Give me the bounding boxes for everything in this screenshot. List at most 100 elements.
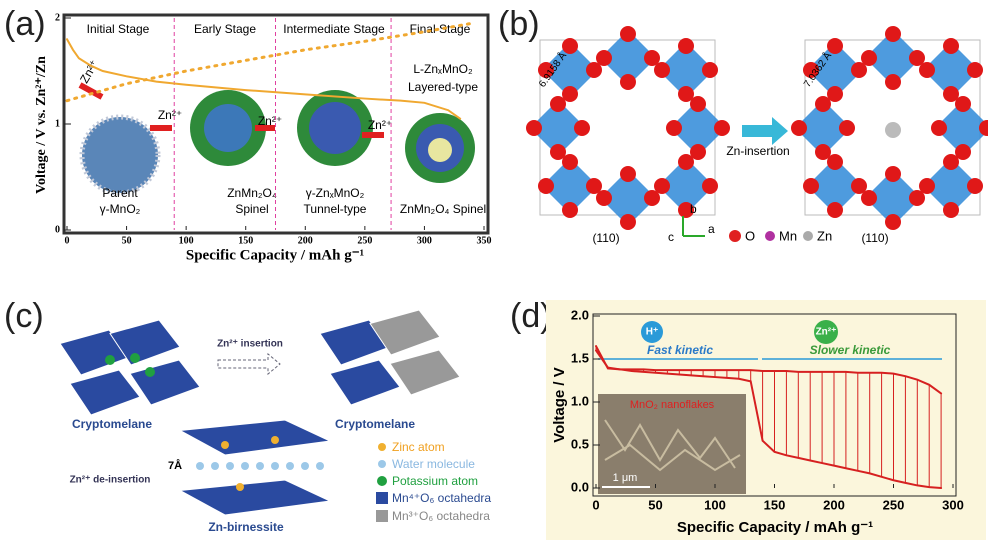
octahedron (658, 42, 714, 98)
oxygen (851, 178, 867, 194)
legend-marker (729, 230, 741, 242)
oxygen (815, 96, 831, 112)
oxygen (562, 154, 578, 170)
water (256, 462, 264, 470)
oxygen (586, 62, 602, 78)
octahedron (670, 100, 726, 156)
stage-label: Early Stage (194, 22, 256, 36)
water (286, 462, 294, 470)
annotation: Parent (102, 186, 138, 200)
oxygen (714, 120, 730, 136)
structure-label: Zn-birnessite (208, 520, 284, 534)
x-tick-label: 0 (592, 497, 599, 512)
y-tick-label: 0 (55, 224, 60, 235)
oxygen (885, 166, 901, 182)
stage-label: Initial Stage (87, 22, 150, 36)
x-tick-label: 200 (823, 497, 845, 512)
oxygen (538, 62, 554, 78)
oxygen (620, 26, 636, 42)
oxygen (702, 62, 718, 78)
arrow-label: Zn²⁺ de-insertion (70, 475, 151, 486)
annotation: 1 μm (613, 472, 638, 484)
axis-arrows (682, 216, 705, 237)
oxygen (967, 62, 983, 78)
legend-marker (765, 231, 775, 241)
oxygen (955, 96, 971, 112)
oxygen (702, 178, 718, 194)
oxygen (839, 120, 855, 136)
annotation: Tunnel-type (304, 202, 367, 216)
badge (641, 321, 663, 343)
zinc (885, 122, 901, 138)
oxygen (967, 178, 983, 194)
oxygen (827, 154, 843, 170)
zinc (221, 441, 229, 449)
structure-group (59, 309, 461, 516)
y-tick-label: 0.0 (571, 479, 589, 494)
octahedron (865, 170, 921, 226)
oxygen (851, 62, 867, 78)
crystal-group (526, 26, 988, 230)
oxygen (815, 144, 831, 160)
annotation: Zn²⁺ (258, 114, 282, 128)
series-line (65, 21, 474, 103)
y-axis-label: Voltage / V vs. Zn²⁺/Zn (34, 56, 49, 194)
oxygen (620, 74, 636, 90)
legend-marker (803, 231, 813, 241)
octahedron (530, 100, 586, 156)
series-line (595, 345, 943, 395)
octahedron (807, 42, 863, 98)
legend-label: Mn³⁺O₆ octahedra (392, 509, 490, 523)
x-tick-label: 150 (238, 235, 253, 246)
octahedra-block (369, 309, 441, 356)
x-tick-label: 100 (179, 235, 194, 246)
oxygen (979, 120, 988, 136)
water (211, 462, 219, 470)
oxygen (943, 86, 959, 102)
octahedra-block (69, 369, 141, 416)
oxygen (586, 178, 602, 194)
inset-image (598, 394, 746, 494)
series-line (66, 38, 462, 120)
x-tick-label: 150 (764, 497, 786, 512)
oxygen (550, 96, 566, 112)
octahedron (935, 100, 988, 156)
annotation: Spinel (235, 202, 268, 216)
arrow (742, 117, 788, 145)
water (196, 462, 204, 470)
legend-label: Potassium atom (392, 474, 478, 488)
octahedron (542, 42, 598, 98)
potassium (105, 355, 115, 365)
spacing-label: 7Å (168, 459, 182, 472)
water (241, 462, 249, 470)
plane-label: (110) (592, 231, 619, 245)
oxygen (827, 202, 843, 218)
oxygen (885, 26, 901, 42)
stage-label: Final Stage (410, 22, 471, 36)
oxygen (919, 62, 935, 78)
x-tick-label: 300 (942, 497, 964, 512)
badge (814, 320, 838, 344)
oxygen (861, 50, 877, 66)
octahedron (865, 30, 921, 86)
annotation: ZnMn₂O₄ Spinel (400, 202, 486, 216)
oxygen (620, 214, 636, 230)
octahedron (600, 30, 656, 86)
legend-label: O (745, 228, 755, 243)
x-tick-label: 250 (883, 497, 905, 512)
y-tick-label: 2.0 (571, 307, 589, 322)
octahedra-block (109, 319, 181, 366)
plane-label: (110) (861, 231, 888, 245)
oxygen (562, 38, 578, 54)
stage-label: Intermediate Stage (283, 22, 385, 36)
annotation: Zn²⁺ (158, 108, 182, 122)
sphere-group (78, 82, 475, 196)
x-axis-label: Specific Capacity / mAh g⁻¹ (677, 519, 873, 536)
annotation: MnO₂ nanoflakes (630, 399, 715, 411)
x-tick-label: 100 (704, 497, 726, 512)
oxygen (620, 166, 636, 182)
panel-label: (b) (498, 5, 540, 43)
oxygen (943, 154, 959, 170)
octahedra-block (178, 419, 332, 456)
